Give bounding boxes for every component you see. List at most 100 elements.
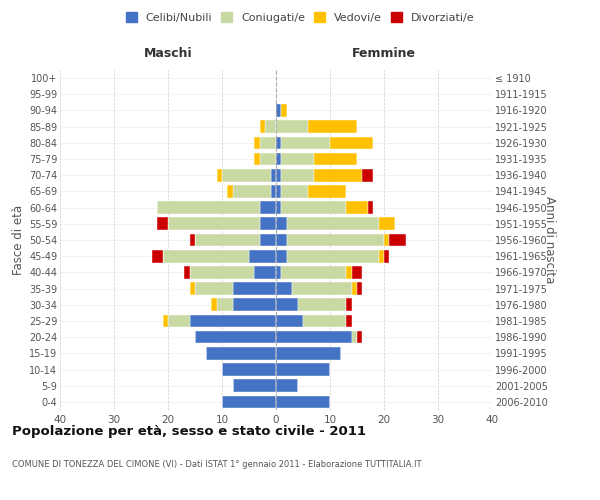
- Bar: [389, 234, 406, 246]
- Bar: [276, 234, 287, 246]
- Y-axis label: Fasce di età: Fasce di età: [11, 205, 25, 275]
- Bar: [276, 347, 341, 360]
- Bar: [211, 298, 217, 311]
- Bar: [276, 152, 281, 166]
- Bar: [265, 120, 276, 133]
- Bar: [276, 363, 330, 376]
- Bar: [190, 282, 195, 295]
- Bar: [379, 250, 384, 262]
- Legend: Celibi/Nubili, Coniugati/e, Vedovi/e, Divorziati/e: Celibi/Nubili, Coniugati/e, Vedovi/e, Di…: [121, 8, 479, 28]
- Bar: [384, 250, 389, 262]
- Bar: [195, 331, 276, 344]
- Bar: [276, 331, 352, 344]
- Text: Maschi: Maschi: [143, 48, 193, 60]
- Bar: [217, 169, 222, 181]
- Bar: [346, 202, 368, 214]
- Bar: [152, 250, 163, 262]
- Bar: [308, 185, 346, 198]
- Bar: [195, 234, 260, 246]
- Bar: [249, 250, 276, 262]
- Bar: [276, 250, 287, 262]
- Bar: [346, 266, 352, 278]
- Bar: [276, 380, 298, 392]
- Bar: [222, 169, 271, 181]
- Text: Popolazione per età, sesso e stato civile - 2011: Popolazione per età, sesso e stato civil…: [12, 425, 366, 438]
- Bar: [206, 347, 276, 360]
- Bar: [314, 169, 362, 181]
- Bar: [254, 266, 276, 278]
- Bar: [352, 331, 357, 344]
- Bar: [233, 298, 276, 311]
- Bar: [276, 136, 281, 149]
- Bar: [308, 120, 357, 133]
- Bar: [276, 396, 330, 408]
- Bar: [168, 218, 260, 230]
- Bar: [281, 169, 314, 181]
- Bar: [287, 218, 379, 230]
- Bar: [281, 185, 308, 198]
- Bar: [190, 234, 195, 246]
- Text: COMUNE DI TONEZZA DEL CIMONE (VI) - Dati ISTAT 1° gennaio 2011 - Elaborazione TU: COMUNE DI TONEZZA DEL CIMONE (VI) - Dati…: [12, 460, 421, 469]
- Bar: [260, 120, 265, 133]
- Bar: [352, 282, 357, 295]
- Bar: [260, 136, 276, 149]
- Bar: [281, 136, 330, 149]
- Bar: [379, 218, 395, 230]
- Bar: [362, 169, 373, 181]
- Bar: [217, 298, 233, 311]
- Bar: [271, 185, 276, 198]
- Bar: [260, 234, 276, 246]
- Bar: [287, 250, 379, 262]
- Bar: [163, 314, 168, 328]
- Bar: [157, 202, 260, 214]
- Bar: [292, 282, 352, 295]
- Bar: [271, 169, 276, 181]
- Bar: [368, 202, 373, 214]
- Bar: [352, 266, 362, 278]
- Bar: [276, 314, 303, 328]
- Bar: [233, 185, 271, 198]
- Bar: [287, 234, 384, 246]
- Bar: [195, 282, 233, 295]
- Bar: [168, 314, 190, 328]
- Bar: [190, 266, 254, 278]
- Bar: [346, 314, 352, 328]
- Bar: [157, 218, 168, 230]
- Bar: [357, 282, 362, 295]
- Bar: [276, 185, 281, 198]
- Bar: [260, 202, 276, 214]
- Bar: [276, 169, 281, 181]
- Bar: [346, 298, 352, 311]
- Bar: [184, 266, 190, 278]
- Bar: [276, 202, 281, 214]
- Bar: [276, 120, 308, 133]
- Bar: [233, 380, 276, 392]
- Bar: [276, 218, 287, 230]
- Bar: [281, 104, 287, 117]
- Bar: [276, 104, 281, 117]
- Bar: [260, 218, 276, 230]
- Bar: [233, 282, 276, 295]
- Bar: [281, 152, 314, 166]
- Bar: [276, 282, 292, 295]
- Bar: [227, 185, 233, 198]
- Bar: [384, 234, 389, 246]
- Bar: [314, 152, 357, 166]
- Bar: [298, 298, 346, 311]
- Bar: [281, 266, 346, 278]
- Bar: [163, 250, 249, 262]
- Bar: [276, 266, 281, 278]
- Bar: [190, 314, 276, 328]
- Bar: [222, 396, 276, 408]
- Bar: [276, 298, 298, 311]
- Bar: [260, 152, 276, 166]
- Bar: [254, 136, 260, 149]
- Y-axis label: Anni di nascita: Anni di nascita: [543, 196, 556, 284]
- Bar: [281, 202, 346, 214]
- Bar: [303, 314, 346, 328]
- Bar: [254, 152, 260, 166]
- Text: Femmine: Femmine: [352, 48, 416, 60]
- Bar: [222, 363, 276, 376]
- Bar: [330, 136, 373, 149]
- Bar: [357, 331, 362, 344]
